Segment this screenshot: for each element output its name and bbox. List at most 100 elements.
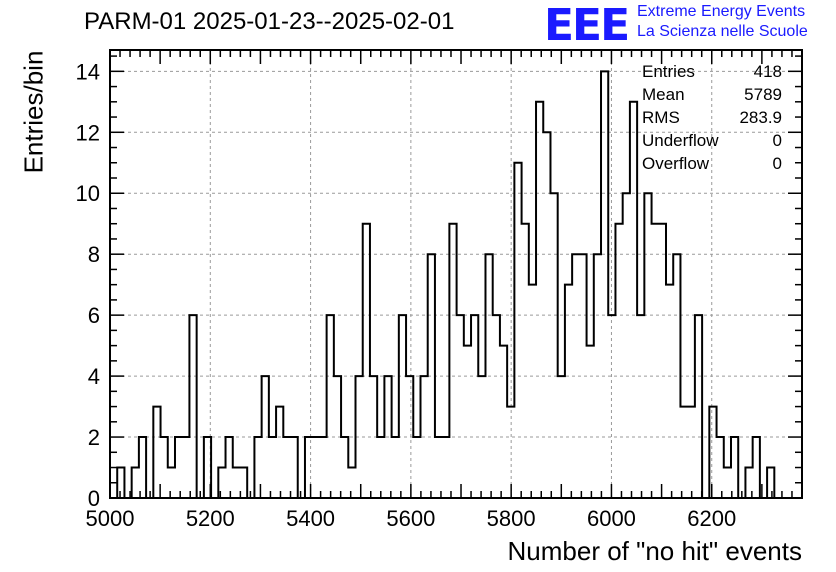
histogram-bin xyxy=(233,468,240,498)
histogram-bin xyxy=(680,407,687,498)
x-tick-label: 5800 xyxy=(487,506,536,531)
histogram-bin xyxy=(594,254,601,498)
histogram-bin xyxy=(139,437,146,498)
histogram-bin xyxy=(579,254,586,498)
histogram-bin xyxy=(471,315,478,498)
histogram-bin xyxy=(428,254,435,498)
histogram-bin xyxy=(392,437,399,498)
histogram-bin xyxy=(312,437,319,498)
histogram-bin xyxy=(399,315,406,498)
x-tick-label: 5200 xyxy=(186,506,235,531)
histogram-bin xyxy=(175,437,182,498)
x-tick-label: 5600 xyxy=(386,506,435,531)
histogram-bin xyxy=(709,407,716,498)
histogram-bin xyxy=(334,376,341,498)
histogram-bin xyxy=(659,224,666,498)
histogram-bin xyxy=(673,254,680,498)
histogram-bin xyxy=(666,285,673,498)
histogram-bin xyxy=(565,285,572,498)
y-tick-label: 2 xyxy=(88,425,100,450)
histogram-bin xyxy=(630,102,637,498)
logo-line-2: La Scienza nelle Scuole xyxy=(637,23,808,40)
histogram-bin xyxy=(644,193,651,498)
histogram-bin xyxy=(449,224,456,498)
histogram-bin xyxy=(182,437,189,498)
histogram-bin xyxy=(370,376,377,498)
y-tick-label: 0 xyxy=(88,486,100,511)
histogram-bin xyxy=(601,71,608,498)
histogram-bin xyxy=(319,437,326,498)
eee-logo-text: Extreme Energy Events La Scienza nelle S… xyxy=(637,2,808,42)
stat-label: Entries xyxy=(642,62,695,81)
y-tick-label: 14 xyxy=(76,59,100,84)
histogram-outline xyxy=(110,70,782,499)
histogram-bin xyxy=(420,376,427,498)
histogram-bin xyxy=(348,468,355,498)
stat-label: Underflow xyxy=(642,131,719,150)
histogram-bin xyxy=(731,437,738,498)
histogram-bin xyxy=(327,315,334,498)
histogram-bin xyxy=(485,254,492,498)
histogram-bin xyxy=(478,376,485,498)
histogram-bin xyxy=(356,376,363,498)
plot-frame xyxy=(109,49,803,499)
x-tick-label: 5400 xyxy=(286,506,335,531)
histogram-bin xyxy=(767,468,774,498)
y-tick-label: 12 xyxy=(76,120,100,145)
histogram-bin xyxy=(688,407,695,498)
x-axis-label: Number of "no hit" events xyxy=(507,536,803,566)
stat-row-underflow: Underflow 0 xyxy=(642,129,782,152)
stat-value: 0 xyxy=(772,154,782,173)
histogram-bin xyxy=(637,315,644,498)
x-tick-label: 6000 xyxy=(587,506,636,531)
stat-row-mean: Mean 5789 xyxy=(642,83,782,106)
stats-box: Entries 418 Mean 5789 RMS 283.9 Underflo… xyxy=(642,60,782,175)
histogram-bin xyxy=(168,468,175,498)
histogram-bin xyxy=(161,437,168,498)
histogram-bin xyxy=(384,376,391,498)
histogram-bin xyxy=(558,376,565,498)
y-tick-label: 4 xyxy=(88,364,100,389)
histogram-bin xyxy=(724,468,731,498)
histogram-bin xyxy=(550,193,557,498)
histogram-bin xyxy=(464,346,471,498)
stat-value: 283.9 xyxy=(739,108,782,127)
histogram-bin xyxy=(717,437,724,498)
histogram-bin xyxy=(572,254,579,498)
histogram-bin xyxy=(536,102,543,498)
histogram-bin xyxy=(189,315,196,498)
stat-row-rms: RMS 283.9 xyxy=(642,106,782,129)
histogram-bin xyxy=(269,437,276,498)
histogram-bin xyxy=(587,346,594,498)
histogram-bin xyxy=(522,224,529,498)
histogram-bin xyxy=(262,376,269,498)
histogram-bin xyxy=(341,437,348,498)
stat-row-overflow: Overflow 0 xyxy=(642,152,782,175)
stat-label: Overflow xyxy=(642,154,710,173)
histogram-bin xyxy=(406,376,413,498)
y-tick-label: 10 xyxy=(76,181,100,206)
chart-title: PARM-01 2025-01-23--2025-02-01 xyxy=(84,8,455,35)
histogram-bin xyxy=(377,437,384,498)
stat-value: 0 xyxy=(772,131,782,150)
histogram-bin xyxy=(435,437,442,498)
histogram-bin xyxy=(623,193,630,498)
histogram-bin xyxy=(493,315,500,498)
histogram-bin xyxy=(442,437,449,498)
histogram-bin xyxy=(291,437,298,498)
histogram-bin xyxy=(457,315,464,498)
histogram-bin xyxy=(753,437,760,498)
x-tick-label: 6200 xyxy=(687,506,736,531)
histogram-bin xyxy=(276,407,283,498)
histogram-bin xyxy=(218,468,225,498)
histogram-bin xyxy=(283,437,290,498)
x-tick-label: 5000 xyxy=(86,506,135,531)
y-tick-label: 6 xyxy=(88,303,100,328)
stat-value: 5789 xyxy=(744,85,782,104)
stat-row-entries: Entries 418 xyxy=(642,60,782,83)
logo-line-1: Extreme Energy Events xyxy=(637,3,806,20)
histogram-bin xyxy=(514,163,521,498)
y-axis-label: Entries/bin xyxy=(18,50,49,174)
histogram-bin xyxy=(117,468,124,498)
